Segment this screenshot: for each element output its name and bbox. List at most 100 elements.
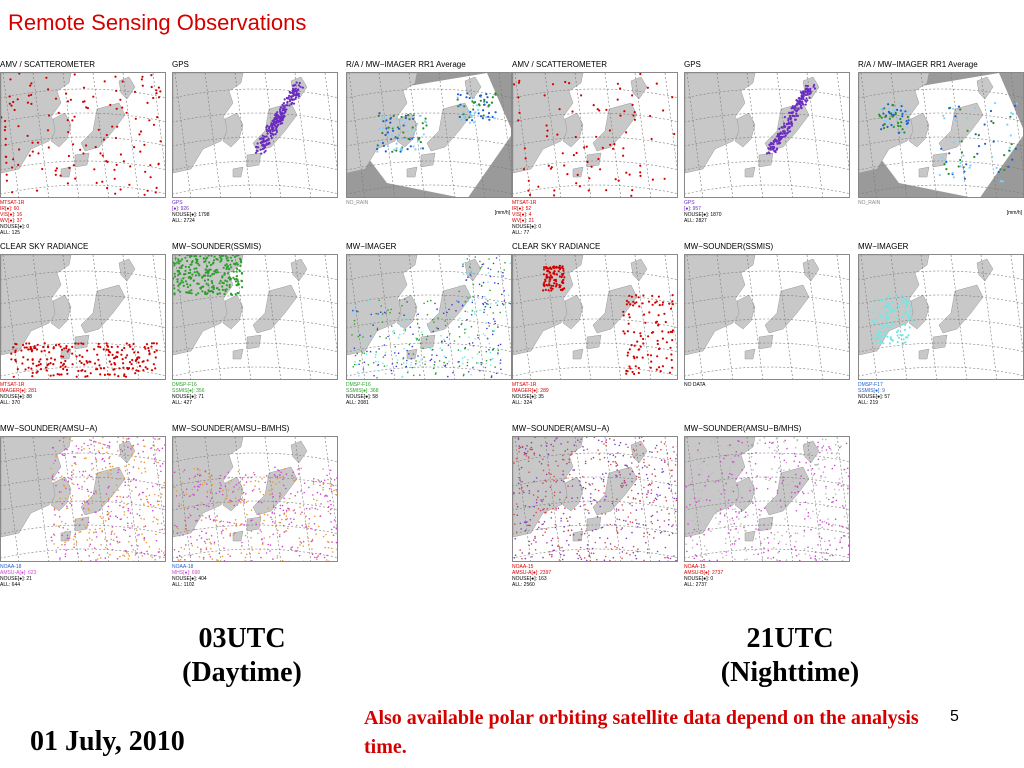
observation-point — [292, 510, 294, 512]
observation-point — [767, 542, 770, 544]
longitude-line — [204, 73, 222, 197]
observation-point — [143, 503, 145, 505]
observation-point — [625, 443, 627, 446]
observation-point — [95, 473, 98, 475]
observation-point — [627, 313, 630, 316]
observation-point — [773, 149, 776, 152]
observation-point — [62, 362, 66, 365]
observation-point — [436, 308, 438, 310]
observation-point — [421, 147, 425, 150]
observation-point — [474, 256, 477, 258]
observation-point — [327, 510, 330, 513]
observation-point — [81, 474, 84, 476]
observation-point — [570, 529, 573, 532]
longitude-line — [544, 255, 562, 379]
observation-point — [150, 447, 152, 450]
observation-point — [205, 517, 207, 519]
observation-point — [802, 97, 805, 101]
observation-point — [283, 106, 286, 109]
observation-point — [589, 560, 591, 561]
observation-point — [992, 121, 995, 125]
observation-point — [146, 498, 148, 501]
observation-point — [110, 531, 113, 533]
observation-point — [176, 269, 179, 272]
observation-point — [381, 313, 384, 315]
observation-point — [87, 507, 90, 510]
observation-point — [614, 560, 617, 561]
observation-point — [281, 545, 284, 548]
observation-point — [109, 543, 112, 545]
observation-point — [104, 444, 106, 446]
observation-point — [210, 255, 213, 257]
observation-point — [72, 483, 75, 485]
observation-point — [380, 118, 383, 121]
observation-point — [467, 110, 470, 113]
observation-point — [826, 505, 829, 508]
observation-point — [827, 518, 829, 520]
observation-point — [817, 458, 820, 461]
observation-point — [204, 291, 207, 294]
observation-point — [659, 526, 661, 528]
observation-point — [729, 529, 732, 531]
observation-point — [153, 462, 156, 465]
observation-point — [67, 348, 70, 351]
observation-point — [21, 362, 24, 365]
observation-point — [669, 346, 672, 349]
observation-point — [12, 346, 15, 349]
observation-point — [275, 121, 278, 124]
observation-point — [676, 454, 677, 456]
observation-point — [519, 549, 521, 551]
observation-point — [8, 102, 11, 105]
observation-point — [782, 135, 786, 138]
map-svg — [173, 255, 337, 379]
observation-point — [180, 279, 183, 282]
legend-entry: SSMIS[●]: 356 — [172, 388, 205, 394]
observation-point — [426, 300, 429, 303]
observation-point — [61, 478, 64, 481]
observation-point — [318, 553, 321, 555]
observation-point — [384, 133, 387, 137]
observation-point — [752, 502, 754, 504]
observation-point — [959, 161, 962, 165]
observation-point — [22, 356, 25, 359]
observation-point — [629, 521, 632, 523]
observation-point — [565, 517, 568, 520]
observation-point — [628, 365, 631, 368]
observation-point — [180, 265, 183, 268]
observation-point — [210, 286, 214, 289]
observation-point — [886, 311, 889, 314]
legend-entry: MHS[●]: 698 — [172, 570, 201, 576]
observation-point — [228, 482, 230, 484]
observation-point — [745, 511, 747, 514]
observation-point — [959, 158, 962, 162]
observation-point — [626, 354, 629, 357]
observation-point — [271, 488, 274, 491]
observation-point — [584, 504, 586, 506]
observation-point — [738, 510, 740, 513]
observation-point — [673, 132, 676, 136]
observation-point — [609, 543, 612, 545]
observation-point — [185, 523, 187, 526]
observation-point — [241, 499, 243, 501]
observation-point — [639, 73, 642, 76]
observation-point — [207, 289, 210, 292]
observation-point — [833, 464, 836, 467]
observation-point — [112, 368, 115, 371]
observation-point — [693, 497, 696, 500]
observation-point — [631, 370, 634, 374]
observation-point — [102, 501, 104, 504]
observation-point — [317, 525, 320, 528]
observation-point — [89, 529, 91, 531]
observation-point — [552, 266, 556, 270]
observation-point — [201, 530, 203, 533]
observation-point — [404, 330, 407, 333]
observation-point — [886, 306, 890, 309]
observation-point — [443, 361, 445, 364]
observation-point — [591, 483, 594, 485]
observation-point — [637, 371, 640, 375]
observation-point — [566, 462, 568, 465]
observation-point — [129, 527, 131, 529]
observation-point — [597, 449, 599, 451]
longitude-line — [634, 73, 652, 197]
observation-point — [158, 548, 161, 550]
